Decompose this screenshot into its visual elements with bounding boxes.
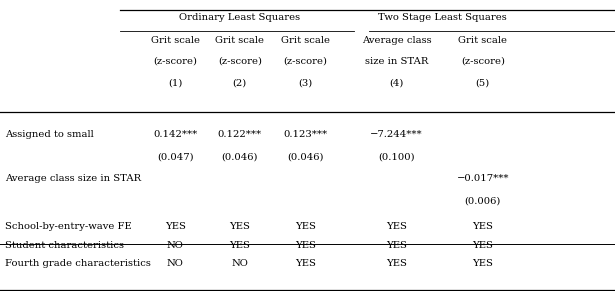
Text: (z-score): (z-score) xyxy=(461,57,505,65)
Text: (1): (1) xyxy=(168,78,183,87)
Text: YES: YES xyxy=(229,222,250,231)
Text: 0.122***: 0.122*** xyxy=(218,130,262,139)
Text: YES: YES xyxy=(386,260,407,268)
Text: (z-score): (z-score) xyxy=(218,57,262,65)
Text: Assigned to small: Assigned to small xyxy=(5,130,93,139)
Text: Grit scale: Grit scale xyxy=(458,36,507,45)
Text: Two Stage Least Squares: Two Stage Least Squares xyxy=(378,13,507,22)
Text: YES: YES xyxy=(386,241,407,250)
Text: (0.100): (0.100) xyxy=(378,152,415,161)
Text: Ordinary Least Squares: Ordinary Least Squares xyxy=(180,13,300,22)
Text: −7.244***: −7.244*** xyxy=(370,130,423,139)
Text: Grit scale: Grit scale xyxy=(151,36,200,45)
Text: (z-score): (z-score) xyxy=(153,57,197,65)
Text: 0.123***: 0.123*** xyxy=(284,130,328,139)
Text: YES: YES xyxy=(295,260,316,268)
Text: YES: YES xyxy=(295,241,316,250)
Text: YES: YES xyxy=(472,241,493,250)
Text: 0.142***: 0.142*** xyxy=(153,130,197,139)
Text: (2): (2) xyxy=(232,78,247,87)
Text: Average class: Average class xyxy=(362,36,432,45)
Text: YES: YES xyxy=(165,222,186,231)
Text: NO: NO xyxy=(167,241,184,250)
Text: (5): (5) xyxy=(475,78,490,87)
Text: (z-score): (z-score) xyxy=(284,57,328,65)
Text: Grit scale: Grit scale xyxy=(281,36,330,45)
Text: (0.006): (0.006) xyxy=(464,196,501,205)
Text: YES: YES xyxy=(386,222,407,231)
Text: YES: YES xyxy=(295,222,316,231)
Text: −0.017***: −0.017*** xyxy=(456,175,509,183)
Text: Average class size in STAR: Average class size in STAR xyxy=(5,175,141,183)
Text: YES: YES xyxy=(472,222,493,231)
Text: YES: YES xyxy=(472,260,493,268)
Text: NO: NO xyxy=(231,260,248,268)
Text: size in STAR: size in STAR xyxy=(365,57,429,65)
Text: (4): (4) xyxy=(389,78,404,87)
Text: Student characteristics: Student characteristics xyxy=(5,241,124,250)
Text: (0.046): (0.046) xyxy=(287,152,324,161)
Text: (0.046): (0.046) xyxy=(221,152,258,161)
Text: (0.047): (0.047) xyxy=(157,152,194,161)
Text: School-by-entry-wave FE: School-by-entry-wave FE xyxy=(5,222,132,231)
Text: (3): (3) xyxy=(298,78,313,87)
Text: Grit scale: Grit scale xyxy=(215,36,264,45)
Text: Fourth grade characteristics: Fourth grade characteristics xyxy=(5,260,151,268)
Text: YES: YES xyxy=(229,241,250,250)
Text: NO: NO xyxy=(167,260,184,268)
